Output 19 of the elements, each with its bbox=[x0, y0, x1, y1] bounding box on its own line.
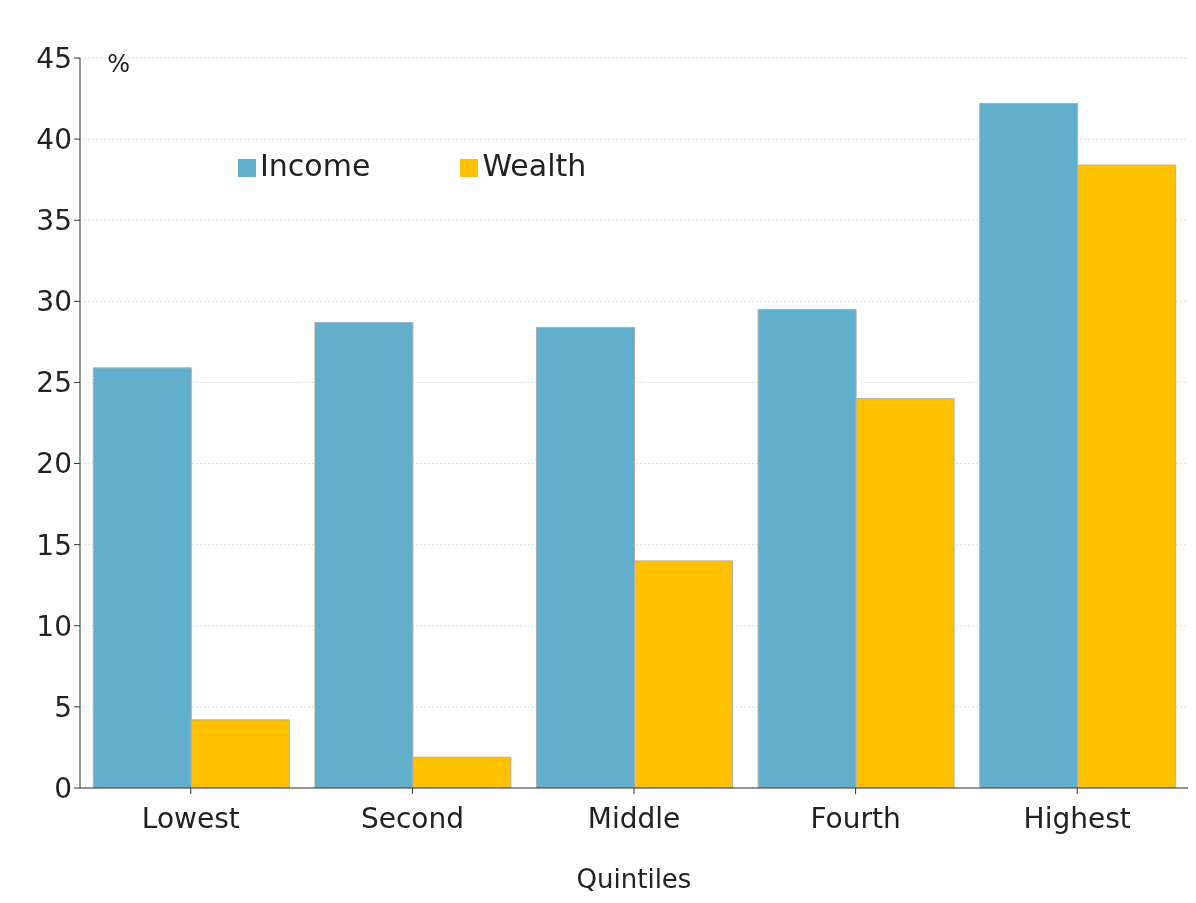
x-tick-label: Second bbox=[360, 801, 464, 835]
x-tick-label: Highest bbox=[1023, 801, 1131, 835]
legend-label: Wealth bbox=[482, 148, 587, 183]
y-tick-label: 20 bbox=[36, 447, 72, 481]
legend-label: Income bbox=[260, 148, 371, 183]
y-tick-label: 5 bbox=[54, 690, 72, 724]
y-tick-label: 30 bbox=[36, 285, 72, 319]
y-tick-label: 35 bbox=[36, 204, 72, 238]
y-axis-title: % bbox=[107, 50, 130, 79]
x-tick-label: Lowest bbox=[141, 801, 240, 835]
x-axis-title: Quintiles bbox=[576, 864, 692, 894]
y-tick-label: 40 bbox=[36, 123, 72, 157]
y-tick-label: 15 bbox=[36, 528, 72, 562]
x-tick-label: Fourth bbox=[810, 801, 901, 835]
y-tick-label: 10 bbox=[36, 609, 72, 643]
y-tick-label: 45 bbox=[36, 41, 72, 75]
y-tick-label: 25 bbox=[36, 366, 72, 400]
y-tick-label: 0 bbox=[54, 771, 72, 805]
x-tick-label: Middle bbox=[587, 801, 681, 835]
